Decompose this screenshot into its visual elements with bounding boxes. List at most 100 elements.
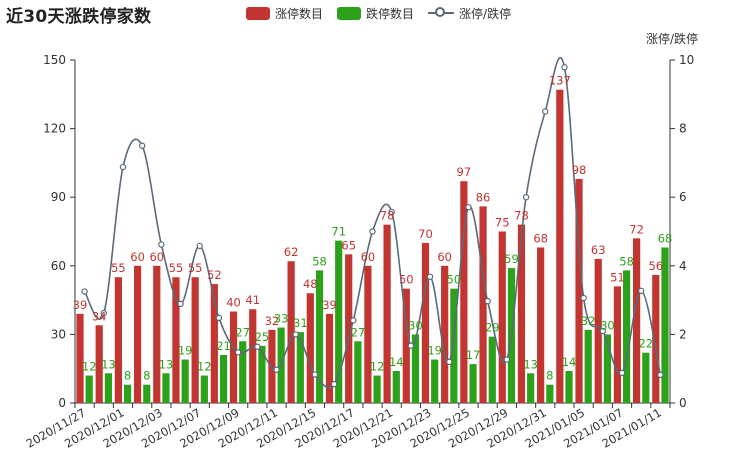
bar-limit-up [287, 261, 295, 403]
bar-limit-up [594, 258, 602, 403]
bar-limit-up [345, 254, 353, 403]
legend-swatch-limit-down [337, 6, 362, 20]
bar-limit-down [623, 270, 631, 403]
bar-limit-down [181, 359, 189, 403]
y-left-tick-label: 0 [58, 396, 66, 410]
ratio-point [292, 331, 299, 338]
ratio-point [100, 309, 107, 317]
bar-limit-down [488, 336, 496, 403]
data-label-limit-up: 52 [207, 268, 222, 282]
data-label-limit-down: 17 [466, 348, 481, 362]
data-label-limit-up: 39 [322, 298, 337, 312]
bar-limit-up [210, 284, 218, 403]
bar-limit-down [104, 373, 112, 403]
data-label-limit-up: 51 [610, 270, 625, 284]
bar-limit-up [421, 242, 430, 403]
legend-item-ratio[interactable]: 涨停/跌停 [428, 5, 511, 22]
data-label-limit-up: 78 [380, 209, 395, 223]
bar-limit-down [354, 341, 362, 403]
data-label-limit-down: 32 [581, 314, 596, 328]
data-label-limit-up: 40 [226, 296, 241, 310]
data-label-limit-down: 50 [447, 273, 462, 287]
ratio-point [311, 371, 319, 378]
legend-item-limit-up[interactable]: 涨停数目 [246, 5, 323, 22]
data-label-limit-up: 97 [457, 165, 472, 179]
data-label-limit-down: 12 [197, 360, 212, 374]
data-label-limit-down: 25 [255, 330, 270, 344]
legend-label-limit-down: 跌停数目 [366, 6, 415, 21]
ratio-point [542, 108, 549, 115]
data-label-limit-up: 75 [495, 216, 510, 230]
bar-limit-down [239, 341, 247, 403]
bar-limit-down [219, 354, 228, 403]
y-right-tick-label: 0 [679, 396, 687, 410]
data-label-limit-up: 98 [572, 163, 587, 177]
bar-limit-up [575, 178, 583, 403]
bar-limit-up [114, 277, 122, 403]
data-label-limit-down: 21 [216, 339, 231, 353]
bar-limit-up [364, 265, 372, 403]
y-right-tick-label: 2 [679, 327, 687, 341]
ratio-point [618, 369, 626, 377]
data-label-limit-up: 68 [533, 232, 548, 246]
legend-label-ratio: 涨停/跌停 [459, 6, 512, 21]
chart-title: 近30天涨跌停家数 [6, 7, 152, 27]
legend: 涨停数目 跌停数目 涨停/跌停 [246, 4, 511, 22]
data-label-limit-down: 19 [178, 344, 193, 358]
bar-limit-up [172, 277, 180, 403]
ratio-point [177, 300, 184, 308]
data-label-limit-up: 41 [245, 293, 260, 307]
ratio-point [465, 203, 472, 211]
y-right-tick-label: 4 [679, 259, 687, 273]
ratio-point [119, 163, 127, 171]
data-label-limit-down: 12 [370, 360, 385, 374]
data-label-limit-up: 56 [648, 259, 663, 273]
bar-limit-down [411, 334, 420, 403]
legend-label-limit-up: 涨停数目 [275, 6, 324, 21]
data-label-limit-down: 59 [504, 252, 519, 266]
bar-limit-up [383, 224, 391, 403]
bar-limit-down [661, 247, 669, 403]
bar-limit-down [527, 373, 535, 403]
bar-limit-down [603, 334, 612, 403]
bar-limit-down [335, 240, 343, 403]
legend-item-limit-down[interactable]: 跌停数目 [337, 5, 414, 22]
ratio-point [561, 64, 568, 71]
bar-limit-up [402, 288, 410, 403]
bar-limit-up [306, 293, 314, 403]
data-label-limit-down: 8 [124, 369, 131, 383]
ratio-point [580, 294, 587, 302]
y-right-tick-label: 10 [679, 53, 694, 67]
bar-limit-down [200, 375, 208, 403]
ratio-point [81, 288, 88, 295]
bar-limit-down [450, 288, 458, 403]
data-label-limit-up: 65 [341, 238, 356, 252]
y-right-tick-label: 8 [679, 122, 687, 136]
bar-limit-up [479, 206, 487, 403]
bar-limit-down [277, 327, 285, 403]
data-label-limit-down: 33 [274, 312, 289, 326]
ratio-point [196, 242, 203, 250]
bar-limit-up [441, 265, 449, 403]
ratio-point [254, 343, 261, 350]
ratio-point [503, 356, 511, 363]
bar-limit-down [392, 370, 400, 403]
data-label-limit-down: 8 [546, 369, 553, 383]
data-label-limit-up: 55 [111, 261, 126, 275]
data-label-limit-up: 62 [284, 245, 299, 259]
data-label-limit-down: 68 [658, 232, 673, 246]
bar-limit-down [431, 359, 439, 403]
y-left-tick-label: 30 [51, 327, 66, 341]
data-label-limit-down: 12 [82, 360, 97, 374]
ratio-point [599, 327, 607, 335]
ratio-point [657, 371, 664, 379]
data-label-limit-up: 48 [303, 277, 318, 291]
bar-limit-down [123, 384, 132, 403]
data-label-limit-up: 60 [361, 250, 376, 264]
bar-limit-up [537, 247, 545, 403]
bar-limit-up [460, 181, 468, 403]
bar-limit-down [642, 352, 650, 403]
data-label-limit-down: 30 [600, 318, 615, 332]
